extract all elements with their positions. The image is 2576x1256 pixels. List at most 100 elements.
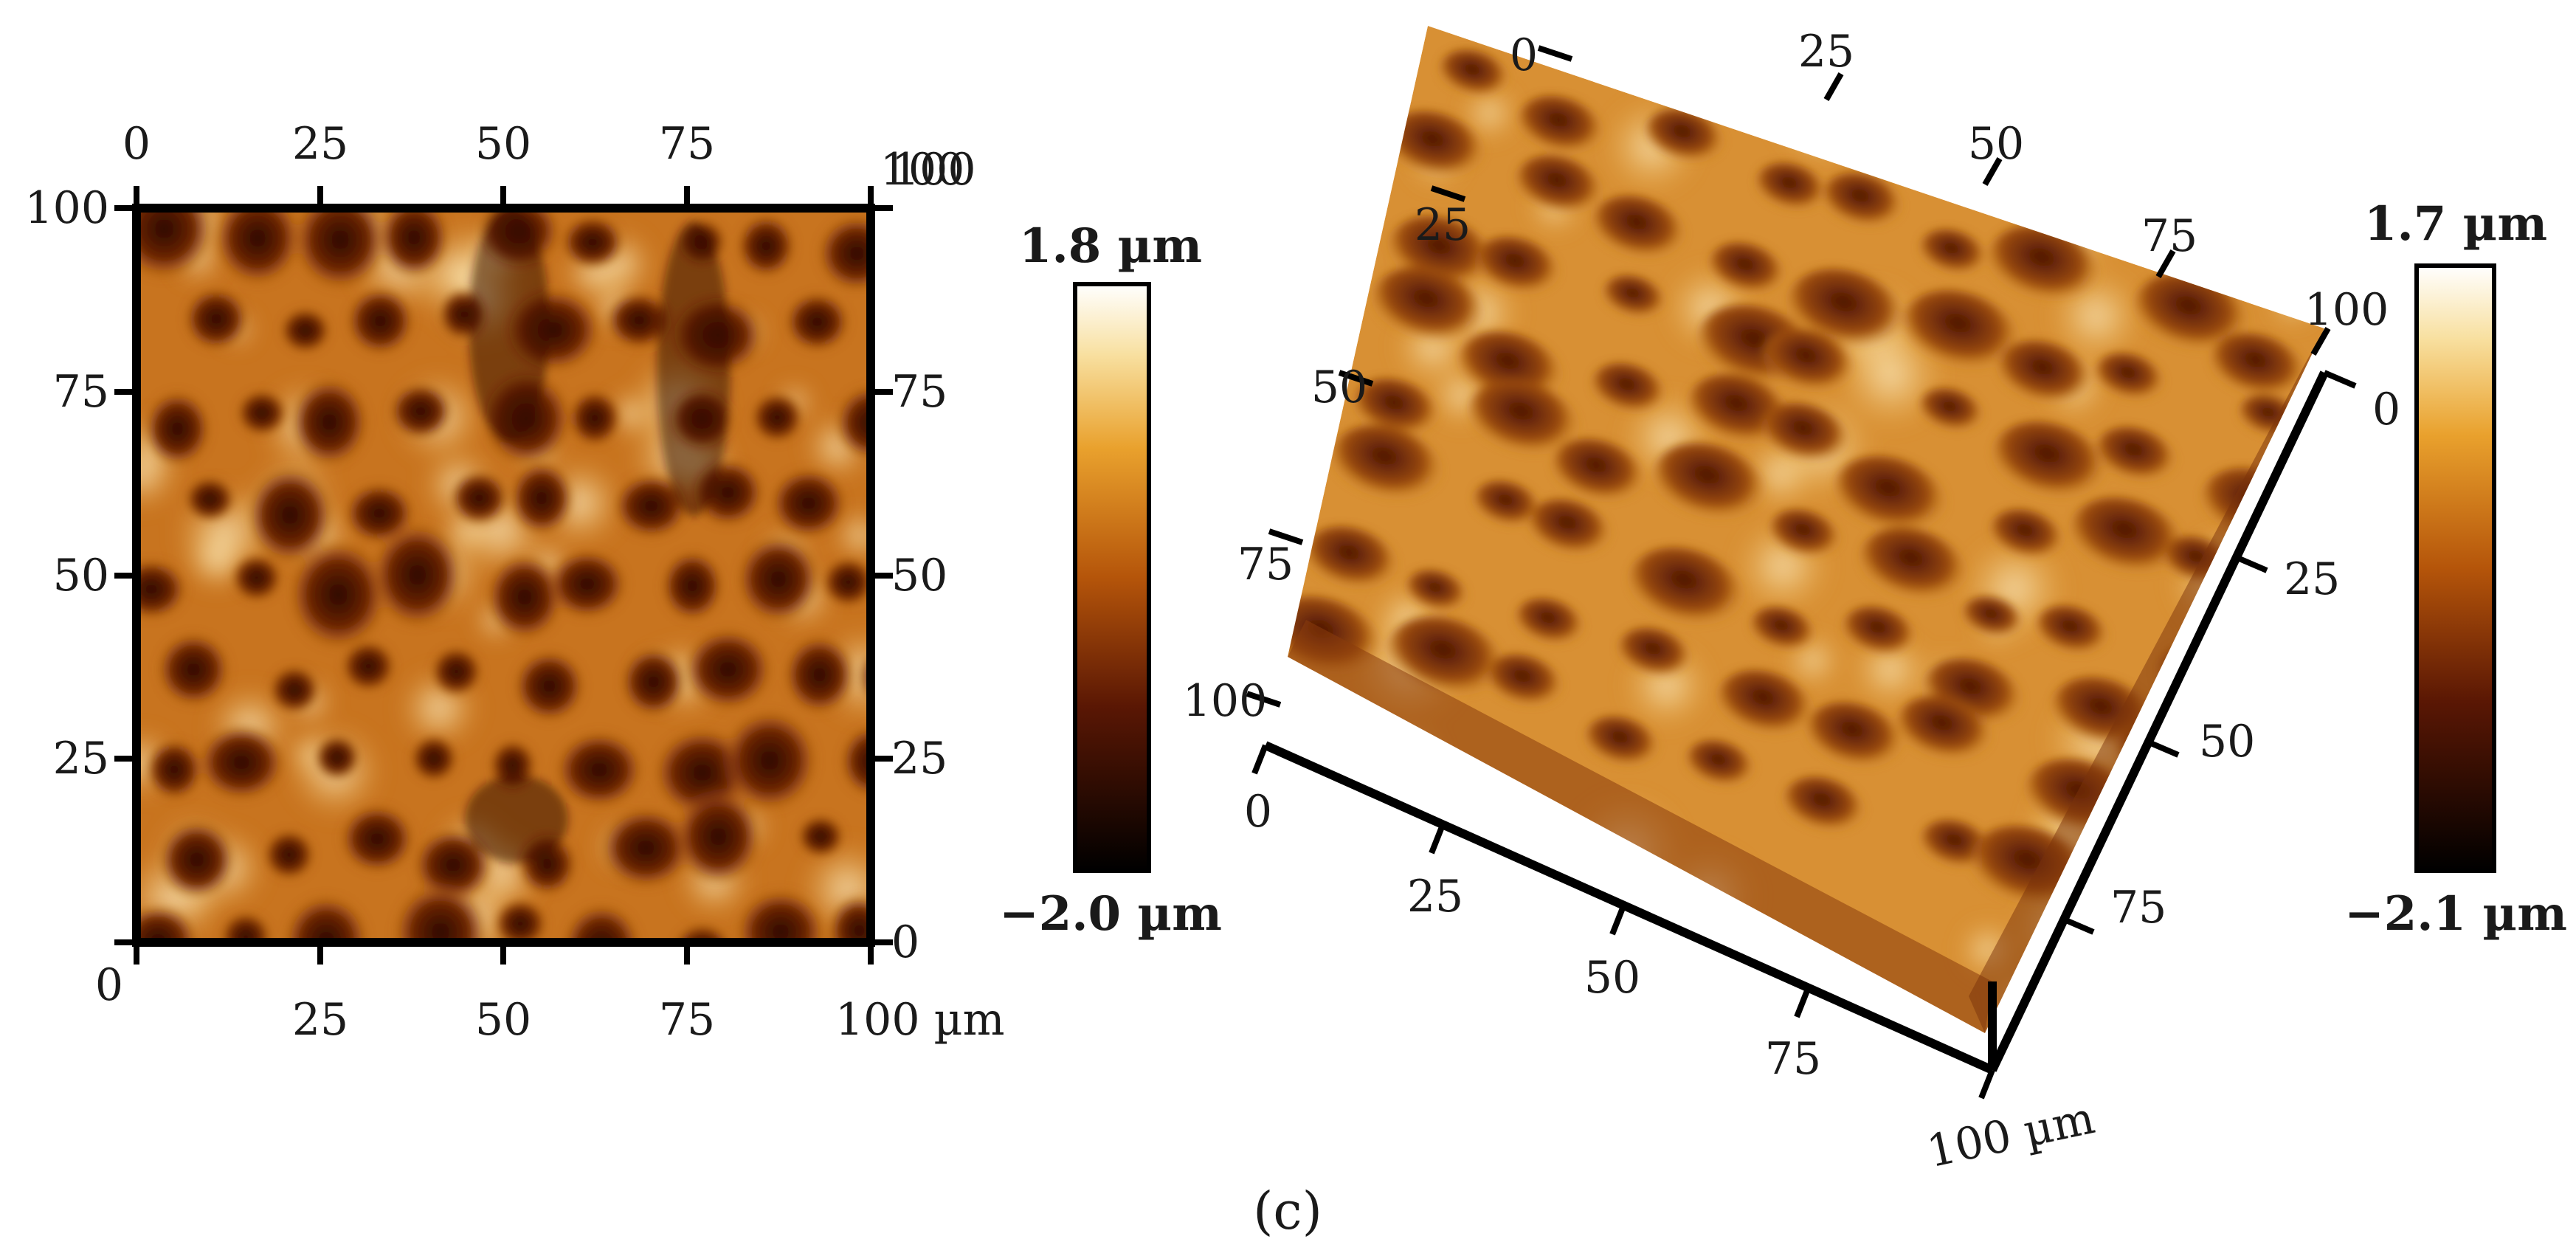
colorbar-3d	[2414, 263, 2496, 873]
surface-pit	[682, 627, 774, 712]
surface-pit	[145, 738, 204, 801]
surface-pit	[157, 818, 237, 901]
surface-pit	[1860, 527, 1968, 606]
surface-pit	[1834, 455, 1948, 538]
surface-pit	[673, 922, 731, 942]
3d-bottom-tick-100: 100 µm	[1923, 1092, 2099, 1178]
surface-pit	[287, 538, 389, 652]
surface-pit	[263, 829, 316, 881]
x-top-tick-25: 25	[292, 118, 348, 170]
y-right-tick-100: 100	[891, 144, 976, 196]
surface-pit	[235, 389, 289, 437]
colorbar-2d-max: 1.8 µm	[1019, 218, 1202, 274]
y-right-tick-0: 0	[891, 917, 919, 968]
surface-pit	[796, 814, 845, 858]
surface-pit	[1761, 402, 1851, 468]
afm-2d-map	[137, 208, 940, 942]
surface-pit	[283, 894, 370, 942]
surface-pit	[485, 552, 564, 642]
3d-top-tick-75: 75	[2141, 210, 2197, 262]
y-left-tick-50: 50	[53, 550, 109, 601]
surface-pit	[562, 902, 642, 942]
surface-pit	[880, 297, 940, 359]
surface-pit	[816, 214, 871, 293]
surface-pit	[183, 286, 250, 352]
afm-3d-ticks	[1246, 45, 2357, 1100]
surface-pit	[1468, 379, 1580, 460]
surface-pit	[387, 382, 454, 441]
3d-top-tick-50: 50	[1968, 118, 2024, 170]
x-bottom-tick-25: 25	[292, 994, 348, 1046]
surface-pit	[868, 495, 871, 520]
surface-pit	[750, 391, 804, 444]
dark-depression	[469, 208, 550, 443]
x-bottom-tick-0: 0	[95, 959, 123, 1011]
ridge-highlight	[1288, 197, 1361, 288]
surface-pit	[2210, 333, 2306, 403]
surface-pit	[142, 390, 213, 468]
surface-pit	[345, 286, 415, 356]
3d-left-tick-50: 50	[1311, 362, 1367, 413]
surface-pit	[734, 888, 827, 942]
surface-pit	[567, 389, 623, 447]
surface-pit	[2071, 497, 2185, 580]
ridge-highlight	[2225, 26, 2294, 80]
y-left-tick-75: 75	[53, 366, 109, 418]
dark-depression	[657, 221, 731, 517]
surface-pit	[137, 558, 188, 621]
surface-pit	[429, 646, 483, 698]
surface-pit	[219, 911, 272, 942]
surface-pit	[1485, 654, 1563, 710]
3d-left-tick-100: 100	[1183, 675, 1268, 727]
ridge-highlight	[2071, 983, 2124, 1033]
surface-pit	[2095, 353, 2165, 404]
3d-right-tick-25: 25	[2284, 553, 2340, 605]
surface-pit	[720, 708, 819, 812]
surface-pit	[409, 734, 459, 783]
surface-pit	[137, 208, 215, 281]
surface-pit	[1585, 716, 1660, 770]
surface-pit	[289, 376, 370, 468]
surface-pit	[604, 290, 674, 351]
surface-pit	[1439, 49, 1510, 100]
surface-pit	[1997, 340, 2093, 410]
surface-pit	[1617, 627, 1692, 682]
surface-pit	[1644, 108, 1724, 167]
surface-pit	[1592, 196, 1686, 263]
surface-pit	[370, 520, 465, 629]
figure-caption: (c)	[1253, 1181, 1322, 1241]
surface-pit	[1783, 776, 1865, 836]
surface-pit	[784, 291, 851, 353]
surface-pit	[834, 384, 871, 462]
3d-height-tick-100: 100	[2304, 284, 2389, 336]
surface-pit	[1708, 242, 1786, 298]
ridge-highlight	[1288, 208, 1374, 323]
ridge-highlight	[834, 508, 871, 562]
ridge-highlight	[1380, 730, 1437, 787]
3d-left-tick-0: 0	[1510, 30, 1538, 81]
x-top-tick-100: 100	[880, 144, 965, 196]
surface-pit	[1896, 695, 1992, 765]
x-bottom-tick-100: 100 µm	[835, 994, 1004, 1046]
surface-pit	[673, 787, 763, 886]
surface-pit	[612, 472, 691, 540]
surface-pit	[769, 466, 849, 539]
surface-pit	[392, 881, 489, 942]
surface-pit	[1919, 229, 1987, 278]
surface-pit	[1527, 499, 1612, 559]
3d-left-tick-75: 75	[1237, 539, 1294, 590]
surface-pit	[313, 734, 361, 781]
x-top-tick-0: 0	[122, 118, 151, 170]
surface-pit	[1518, 95, 1604, 158]
3d-right-tick-50: 50	[2199, 716, 2255, 767]
3d-right-tick-0: 0	[2372, 384, 2400, 435]
surface-pit	[1473, 480, 1541, 531]
surface-pit	[513, 649, 586, 723]
3d-bottom-tick-75: 75	[1765, 1033, 1821, 1085]
surface-pit	[546, 548, 629, 620]
surface-pit	[1717, 669, 1814, 740]
ridge-highlight	[2199, 108, 2259, 169]
ridge-highlight	[2030, 33, 2100, 103]
colorbar-3d-min: −2.1 µm	[2344, 886, 2567, 942]
ridge-highlight	[1777, 76, 1867, 165]
